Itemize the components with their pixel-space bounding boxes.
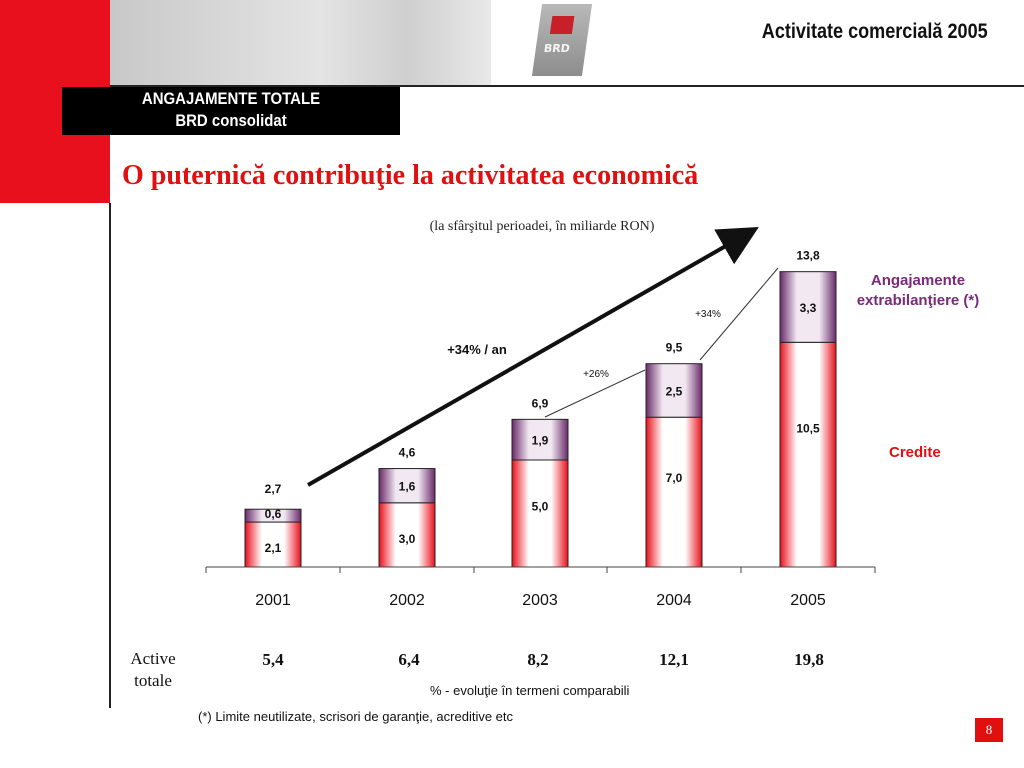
label-credite-2003: 5,0 (532, 499, 549, 513)
label-extrabilant-2002: 1,6 (399, 480, 416, 494)
percent-note: % - evoluţie în termeni comparabili (430, 683, 630, 698)
page-number: 8 (975, 718, 1003, 742)
label-total-2001: 2,7 (265, 482, 282, 496)
label-extrabilant-2003: 1,9 (532, 434, 549, 448)
x-tick-2004: 2004 (656, 592, 692, 609)
bar-extrabilant-2001 (244, 508, 302, 523)
legend-credite: Credite (889, 444, 941, 461)
active-totale-label: Active totale (118, 648, 188, 692)
growth-line-2005 (699, 267, 779, 361)
page-header-title: Activitate comercială 2005 (762, 20, 988, 43)
x-tick-2005: 2005 (790, 592, 826, 609)
bar-credite-2002 (378, 502, 436, 568)
section-label-line1: ANGAJAMENTE TOTALE (141, 89, 321, 108)
label-credite-2001: 2,1 (265, 541, 282, 555)
active-label-line1: Active (130, 649, 176, 668)
slide-title: O puternică contribuţie la activitatea e… (122, 160, 699, 191)
trend-arrow (307, 227, 759, 487)
label-total-2002: 4,6 (399, 446, 416, 460)
active-value-2005: 19,8 (794, 650, 824, 669)
growth-label-2004: +26% (583, 369, 609, 380)
x-tick-2003: 2003 (522, 592, 558, 609)
bar-credite-2003 (511, 459, 569, 568)
bar-credite-2001 (244, 521, 302, 568)
active-value-2004: 12,1 (659, 650, 689, 669)
label-total-2004: 9,5 (666, 341, 683, 355)
label-total-2005: 13,8 (796, 249, 820, 263)
bar-extrabilant-2005 (779, 271, 837, 343)
label-credite-2005: 10,5 (796, 422, 820, 436)
bar-extrabilant-2004 (645, 363, 703, 418)
label-extrabilant-2001: 0,6 (265, 507, 282, 521)
active-value-2002: 6,4 (398, 650, 420, 669)
label-credite-2004: 7,0 (666, 471, 683, 485)
growth-line-2004 (544, 369, 646, 418)
bar-credite-2004 (645, 416, 703, 568)
bar-credite-2005 (779, 341, 837, 568)
trend-label: +34% / an (447, 342, 507, 357)
x-tick-2001: 2001 (255, 592, 291, 609)
legend-extrabilant-line1: Angajamente (870, 272, 966, 289)
x-tick-2002: 2002 (389, 592, 425, 609)
header-divider (110, 85, 1024, 87)
label-extrabilant-2005: 3,3 (800, 301, 817, 315)
legend-extrabilant: Angajamente extrabilanţiere (*) (848, 271, 988, 311)
header-banner: BRD (110, 0, 593, 85)
bar-extrabilant-2003 (511, 418, 569, 461)
label-total-2003: 6,9 (532, 396, 549, 410)
active-value-2003: 8,2 (527, 650, 549, 669)
bar-extrabilant-2002 (378, 468, 436, 504)
section-label-box: ANGAJAMENTE TOTALE BRD consolidat (62, 87, 400, 135)
label-extrabilant-2004: 2,5 (666, 384, 683, 398)
section-label-line2: BRD consolidat (175, 111, 287, 130)
active-value-2001: 5,4 (262, 650, 284, 669)
legend-extrabilant-line2: extrabilanţiere (*) (856, 292, 980, 309)
left-divider (109, 203, 111, 708)
growth-label-2005: +34% (695, 309, 721, 320)
chart-subtitle: (la sfârşitul perioadei, în miliarde RON… (429, 219, 655, 234)
active-label-line2: totale (134, 671, 172, 690)
footnote: (*) Limite neutilizate, scrisori de gara… (198, 709, 514, 724)
label-credite-2002: 3,0 (399, 532, 416, 546)
